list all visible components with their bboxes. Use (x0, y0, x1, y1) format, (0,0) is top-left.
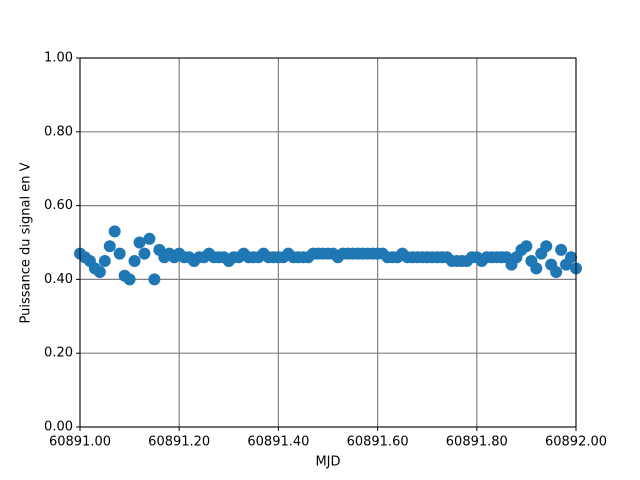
x-tick-label: 60892.00 (545, 435, 607, 450)
x-tick-label: 60891.60 (347, 435, 409, 450)
x-tick-label: 60891.40 (247, 435, 309, 450)
x-tick-label: 60891.20 (148, 435, 210, 450)
plot-frame (79, 57, 577, 428)
point (565, 251, 578, 264)
point (530, 262, 543, 275)
point (138, 247, 151, 260)
point (108, 225, 121, 238)
point (113, 247, 126, 260)
y-tick-label: 0.80 (44, 124, 73, 139)
point (550, 266, 563, 279)
point (520, 240, 533, 253)
y-tick-label: 0.20 (44, 346, 73, 361)
point (143, 232, 156, 245)
point (128, 254, 141, 267)
point (540, 240, 553, 253)
point (555, 243, 568, 256)
point (133, 236, 146, 249)
point (103, 240, 116, 253)
y-tick-label: 1.00 (44, 51, 73, 66)
point (148, 273, 161, 286)
point (98, 254, 111, 267)
x-axis-label: MJD (315, 455, 340, 470)
y-tick-label: 0.00 (44, 420, 73, 435)
point (123, 273, 136, 286)
x-tick-label: 60891.80 (446, 435, 508, 450)
point (93, 266, 106, 279)
y-axis-label: Puissance du signal en V (19, 162, 34, 323)
y-tick-label: 0.40 (44, 272, 73, 287)
x-tick-label: 60891.00 (49, 435, 111, 450)
y-tick-label: 0.60 (44, 198, 73, 213)
